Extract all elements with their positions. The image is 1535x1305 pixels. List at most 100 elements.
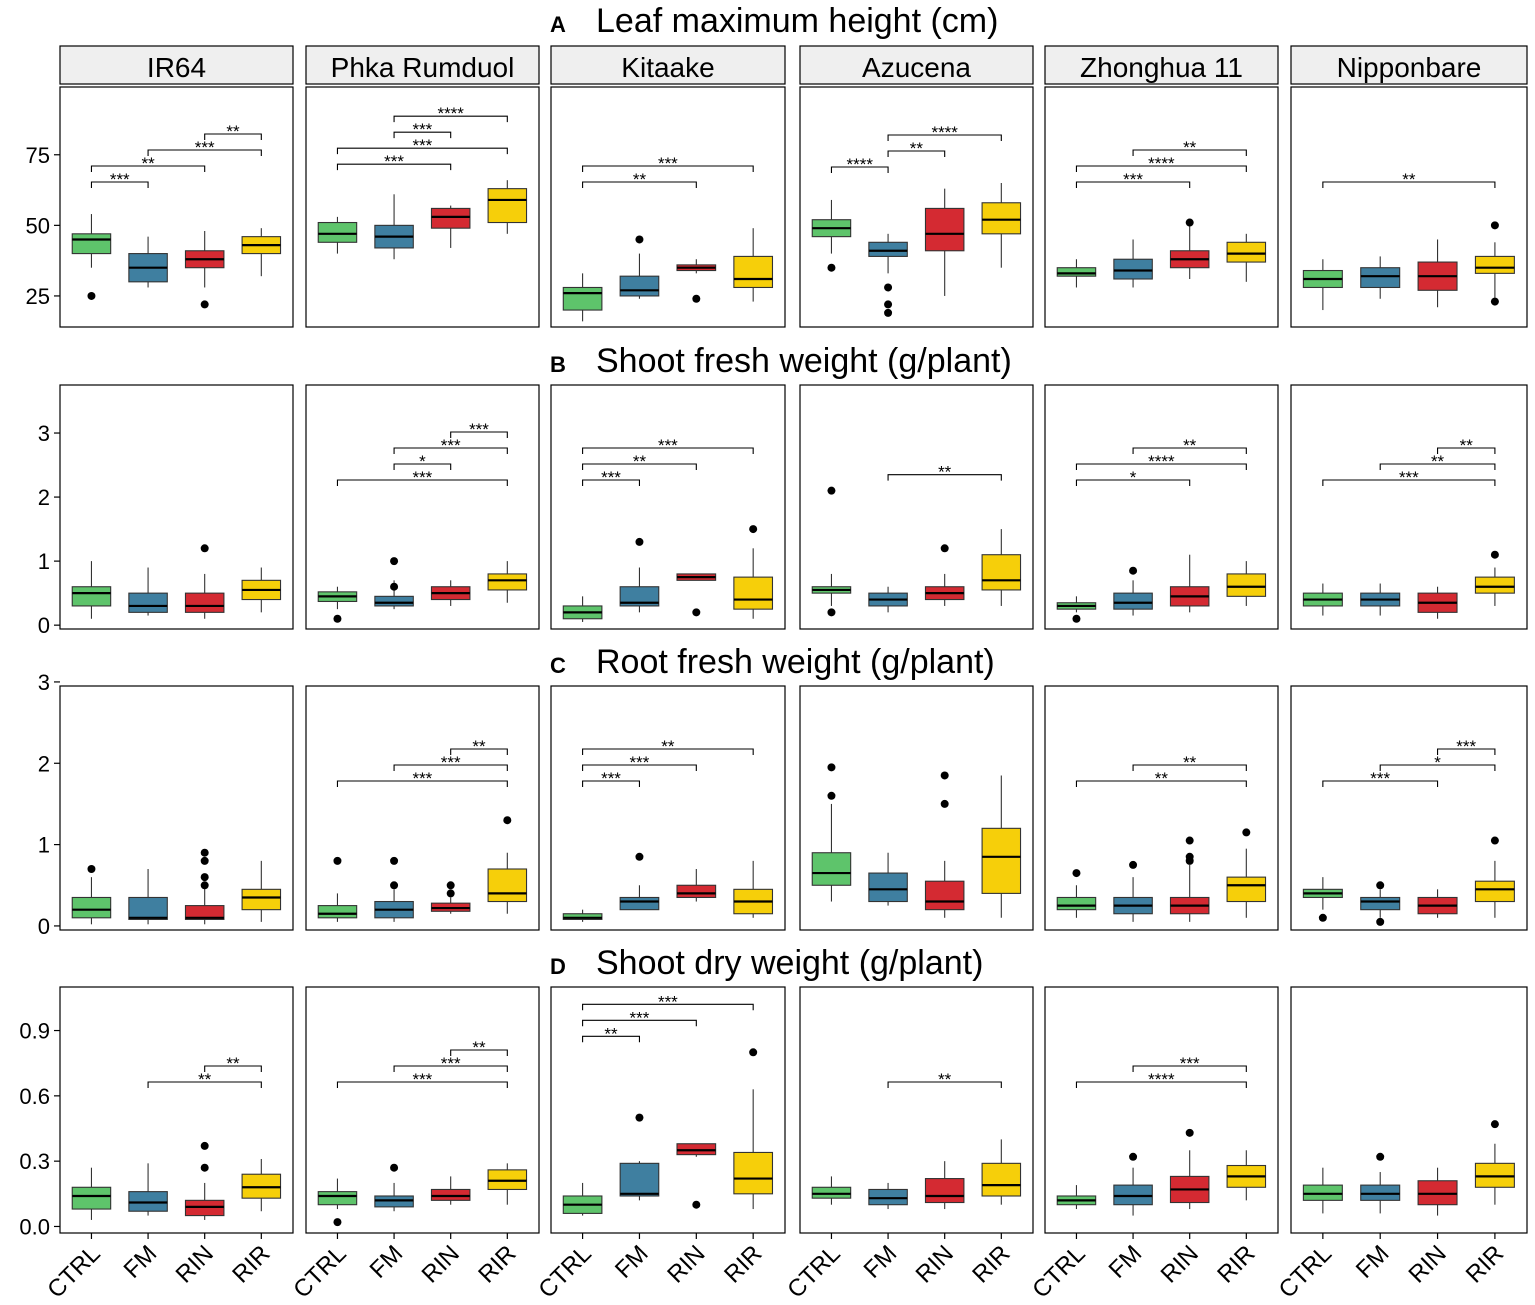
significance-bracket: *** <box>582 468 641 487</box>
bracket-line <box>582 479 641 486</box>
significance-label: *** <box>1399 468 1419 487</box>
y-tick-label: 3 <box>38 421 50 446</box>
outlier-point <box>446 881 455 890</box>
facet-azucena: ** <box>799 384 1034 630</box>
bracket-line <box>1132 1065 1247 1072</box>
facet-frame <box>1290 86 1528 328</box>
box-fm <box>1113 860 1153 922</box>
box-rir <box>733 228 774 302</box>
significance-label: *** <box>469 420 489 439</box>
box-ctrl <box>71 1167 112 1220</box>
bracket-line <box>1322 479 1496 486</box>
significance-bracket: *** <box>582 769 641 788</box>
x-tick-label: FM <box>1351 1240 1395 1284</box>
panel-letter: A <box>550 12 566 37</box>
significance-bracket: **** <box>393 104 508 123</box>
box-body <box>562 286 603 311</box>
box-rin <box>676 869 717 902</box>
bracket-line <box>1132 447 1247 454</box>
bracket-line <box>1322 780 1439 787</box>
box-rir <box>733 860 774 918</box>
box-body <box>1360 267 1401 289</box>
significance-label: *** <box>412 769 432 788</box>
box-body <box>487 868 528 903</box>
outlier-point <box>1185 852 1194 861</box>
panel-title-group: A Leaf maximum height (cm) <box>550 2 998 40</box>
facet-nipponbare: Nipponbare ** <box>1290 45 1528 328</box>
box-body <box>733 1151 774 1195</box>
significance-bracket: *** <box>336 152 452 171</box>
facet-ir64 <box>59 685 294 931</box>
significance-label: *** <box>1370 769 1390 788</box>
significance-label: ** <box>938 1070 952 1089</box>
box-rin <box>924 1161 965 1210</box>
box-body <box>487 573 528 591</box>
significance-label: ** <box>633 170 647 189</box>
facet-strip-label: Phka Rumduol <box>331 52 515 83</box>
significance-label: * <box>419 452 426 471</box>
significance-label: *** <box>601 468 621 487</box>
box-body <box>71 896 112 919</box>
significance-label: ** <box>1460 436 1474 455</box>
box-body <box>733 576 774 610</box>
x-tick-label: CTRL <box>1274 1240 1337 1303</box>
bracket-line <box>582 463 697 470</box>
box-rin <box>924 188 965 296</box>
outlier-point <box>884 283 893 292</box>
box-fm <box>868 852 908 906</box>
facet-kitaake: Kitaake***** <box>550 45 786 328</box>
y-tick-label: 75 <box>26 143 50 168</box>
y-tick-label: 0.0 <box>19 1214 50 1239</box>
box-ctrl <box>1056 1185 1097 1210</box>
outlier-point <box>390 856 399 865</box>
outlier-point <box>333 1218 342 1227</box>
outlier-point <box>1185 1128 1194 1137</box>
box-rin <box>1417 239 1458 308</box>
significance-bracket: *** <box>1322 769 1439 788</box>
box-ctrl <box>1302 259 1343 311</box>
box-rin <box>676 1143 717 1209</box>
box-rin <box>430 205 471 248</box>
outlier-point <box>1490 297 1499 306</box>
box-fm <box>619 852 660 911</box>
box-rin <box>184 231 225 309</box>
significance-bracket: *** <box>1437 737 1496 756</box>
box-rir <box>1474 221 1515 306</box>
box-rir <box>241 567 282 613</box>
box-ctrl <box>811 199 852 272</box>
box-body <box>1113 258 1153 280</box>
significance-bracket: ** <box>887 463 1002 482</box>
y-tick-label: 2 <box>38 751 50 776</box>
box-fm <box>374 1163 414 1212</box>
outlier-point <box>1376 1152 1385 1161</box>
significance-label: *** <box>110 170 130 189</box>
y-tick-label: 0.3 <box>19 1149 50 1174</box>
box-rin <box>1417 586 1458 619</box>
bracket-line <box>336 163 452 171</box>
panel-title: Shoot dry weight (g/plant) <box>596 944 983 982</box>
bracket-line <box>1075 181 1191 188</box>
box-body <box>1113 592 1153 610</box>
box-fm <box>128 567 168 616</box>
significance-label: *** <box>658 436 678 455</box>
significance-label: *** <box>630 753 650 772</box>
significance-label: * <box>1434 753 1441 772</box>
box-body <box>619 1162 660 1197</box>
box-body <box>1226 573 1267 597</box>
y-tick-label: 0 <box>38 613 50 638</box>
facet-strip-label: Azucena <box>862 52 971 83</box>
significance-bracket: ** <box>582 1024 641 1043</box>
outlier-point <box>1072 614 1081 623</box>
bracket-line <box>336 1081 508 1088</box>
box-rir <box>733 525 774 619</box>
significance-bracket: ** <box>147 1070 262 1089</box>
outlier-point <box>200 856 209 865</box>
facet-strip <box>550 45 786 85</box>
significance-label: **** <box>1148 1070 1175 1089</box>
facet-nipponbare: ******* <box>1290 384 1528 630</box>
outlier-point <box>1129 1152 1138 1161</box>
x-tick-label: RIR <box>967 1240 1015 1288</box>
y-tick-label: 1 <box>38 833 50 858</box>
facet-strip-label: Kitaake <box>621 52 714 83</box>
